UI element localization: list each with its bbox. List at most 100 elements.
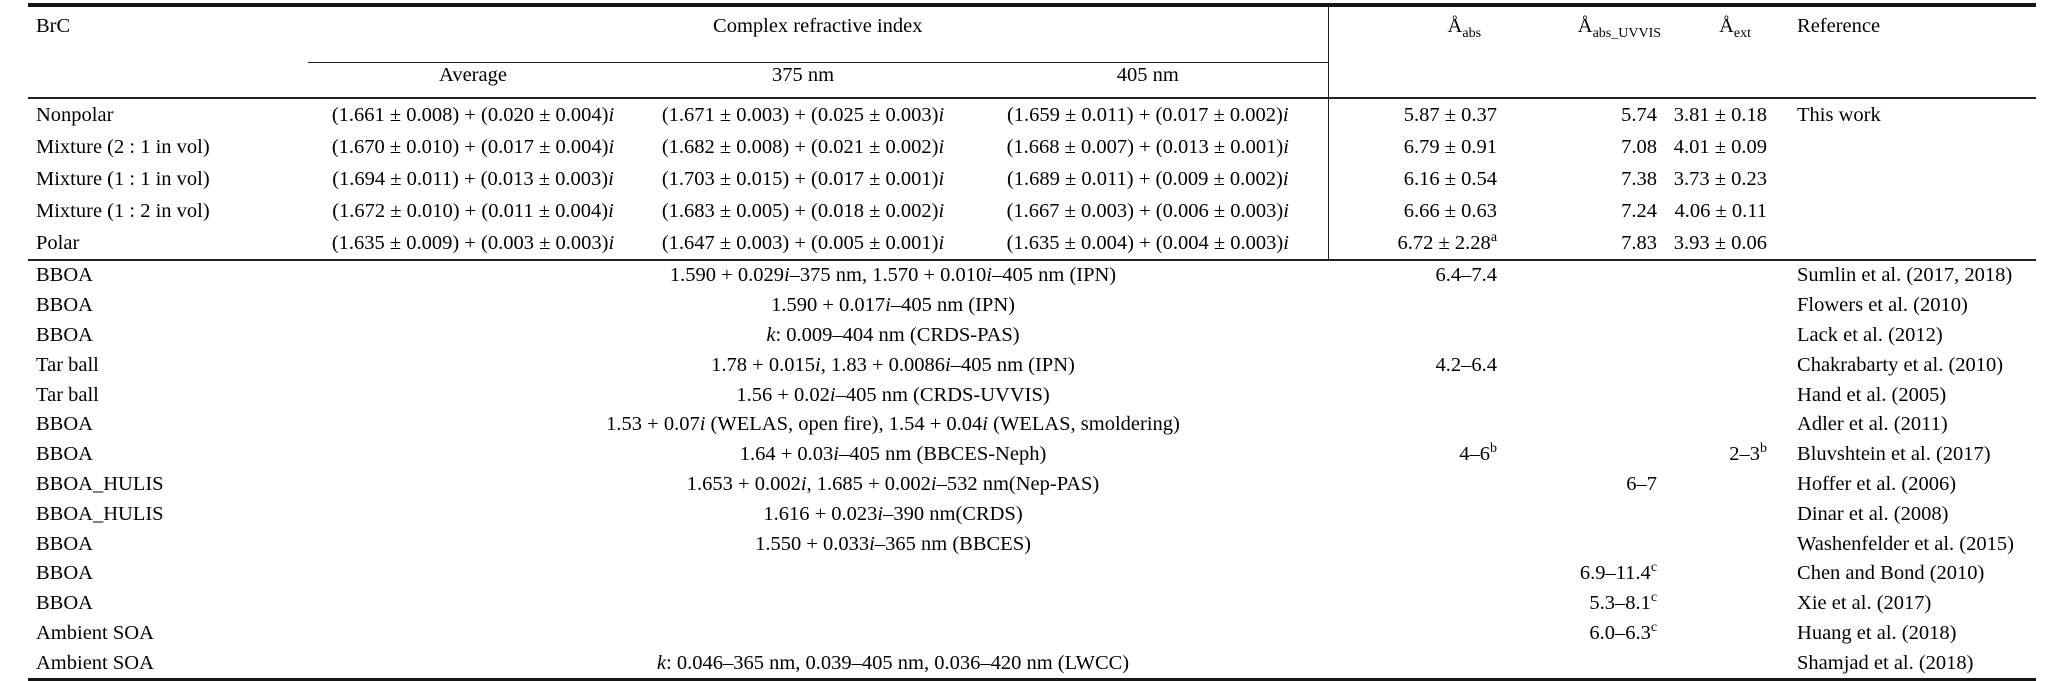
angstrom-ext-cell: 4.06 ± 0.11 bbox=[1674, 199, 1768, 222]
table-row: Nonpolar (1.661 ± 0.008) + (0.020 ± 0.004… bbox=[28, 98, 2036, 131]
angstrom-ext-subscript: ext bbox=[1733, 26, 1752, 42]
reference-cell: Shamjad et al. (2018) bbox=[1797, 651, 1974, 674]
cri-405nm-cell: (1.659 ± 0.011) + (0.017 ± 0.002)i bbox=[968, 98, 1329, 131]
cri-combined-cell: 1.590 + 0.017i–405 nm (IPN) bbox=[771, 294, 1015, 317]
col-header-angstrom-abs: Åabs bbox=[1328, 5, 1503, 63]
angstrom-abs-cell: 6.66 ± 0.63 bbox=[1403, 199, 1498, 222]
table-row: Mixture (2 : 1 in vol) (1.670 ± 0.010) + … bbox=[28, 131, 2036, 163]
angstrom-abs-cell bbox=[1328, 619, 1503, 649]
angstrom-abs-uvvis-cell bbox=[1503, 499, 1663, 529]
brc-type-cell: Ambient SOA bbox=[36, 651, 154, 674]
cri-combined-cell: 1.653 + 0.002i, 1.685 + 0.002i–532 nm(Ne… bbox=[686, 472, 1100, 495]
angstrom-ext-symbol: Å bbox=[1719, 15, 1734, 37]
brc-optical-properties-table: BrC Complex refractive index Åabs Åabs_U… bbox=[28, 3, 2037, 681]
header-row-2: Average 375 nm 405 nm bbox=[28, 62, 2037, 99]
cri-405nm-cell: (1.668 ± 0.007) + (0.013 ± 0.001)i bbox=[968, 131, 1329, 163]
brc-type-cell: BBOA bbox=[36, 532, 93, 555]
cri-375nm-cell: (1.671 ± 0.003) + (0.025 ± 0.003)i bbox=[661, 103, 945, 126]
angstrom-abs-cell bbox=[1328, 559, 1503, 589]
table-row: BBOA_HULIS 1.653 + 0.002i, 1.685 + 0.002i… bbox=[28, 470, 2036, 500]
reference-cell: Chen and Bond (2010) bbox=[1797, 562, 1985, 585]
angstrom-abs-cell: 4.2–6.4 bbox=[1435, 353, 1498, 376]
reference-cell: Huang et al. (2018) bbox=[1797, 621, 1957, 644]
angstrom-abs-cell: 6.16 ± 0.54 bbox=[1403, 167, 1498, 190]
angstrom-ext-cell bbox=[1663, 350, 1773, 380]
angstrom-abs-uvvis-cell: 6.0–6.3c bbox=[1589, 620, 1658, 644]
table-row: Mixture (1 : 1 in vol) (1.694 ± 0.011) + … bbox=[28, 163, 2036, 195]
angstrom-ext-cell: 2–3b bbox=[1729, 441, 1768, 466]
reference-cell bbox=[1773, 227, 2037, 261]
cri-combined-cell: 1.550 + 0.033i–365 nm (BBCES) bbox=[755, 532, 1031, 555]
cri-combined-cell: k: 0.046–365 nm, 0.039–405 nm, 0.036–420… bbox=[656, 651, 1130, 674]
reference-cell: Xie et al. (2017) bbox=[1797, 592, 1932, 615]
angstrom-abs-uvvis-symbol: Å bbox=[1577, 15, 1593, 37]
angstrom-abs-uvvis-cell bbox=[1503, 410, 1663, 440]
angstrom-ext-cell: 3.73 ± 0.23 bbox=[1673, 167, 1768, 190]
angstrom-abs-uvvis-cell bbox=[1503, 440, 1663, 470]
angstrom-abs-cell bbox=[1328, 529, 1503, 559]
cri-375nm-cell: (1.683 ± 0.005) + (0.018 ± 0.002)i bbox=[661, 199, 945, 222]
cri-405nm-cell: (1.635 ± 0.004) + (0.004 ± 0.003)i bbox=[968, 227, 1329, 261]
angstrom-abs-cell bbox=[1328, 410, 1503, 440]
cri-combined-cell: 1.56 + 0.02i–405 nm (CRDS-UVVIS) bbox=[736, 383, 1050, 406]
angstrom-abs-uvvis-cell bbox=[1503, 291, 1663, 321]
empty-header-cell bbox=[28, 62, 308, 99]
angstrom-abs-subscript: abs bbox=[1462, 26, 1482, 42]
reference-cell bbox=[1773, 195, 2036, 227]
cri-combined-cell: 1.616 + 0.023i–390 nm(CRDS) bbox=[763, 502, 1023, 525]
angstrom-ext-cell bbox=[1663, 380, 1773, 410]
brc-type-cell: Polar bbox=[28, 227, 308, 261]
angstrom-ext-cell bbox=[1663, 410, 1773, 440]
brc-type-cell: BBOA bbox=[36, 294, 93, 317]
angstrom-abs-cell bbox=[1328, 291, 1503, 321]
cri-375nm-cell: (1.682 ± 0.008) + (0.021 ± 0.002)i bbox=[661, 135, 945, 158]
reference-cell: Dinar et al. (2008) bbox=[1797, 502, 1949, 525]
angstrom-abs-uvvis-cell: 7.24 bbox=[1621, 199, 1658, 222]
brc-type-cell: BBOA_HULIS bbox=[36, 502, 164, 525]
angstrom-abs-uvvis-cell: 6–7 bbox=[1626, 472, 1658, 495]
cri-average-cell: (1.694 ± 0.011) + (0.013 ± 0.003)i bbox=[332, 167, 614, 190]
empty-header-cell bbox=[1328, 62, 2037, 99]
angstrom-ext-cell bbox=[1663, 559, 1773, 589]
reference-cell: Sumlin et al. (2017, 2018) bbox=[1797, 264, 2013, 287]
brc-type-cell: Mixture (2 : 1 in vol) bbox=[36, 135, 210, 158]
cri-375nm-cell: (1.703 ± 0.015) + (0.017 ± 0.001)i bbox=[661, 167, 945, 190]
table-row: Mixture (1 : 2 in vol) (1.672 ± 0.010) + … bbox=[28, 195, 2036, 227]
table-row: Tar ball 1.78 + 0.015i, 1.83 + 0.0086i–40… bbox=[28, 350, 2036, 380]
brc-type-cell: Nonpolar bbox=[36, 103, 114, 126]
angstrom-ext-cell bbox=[1663, 648, 1773, 679]
col-header-complex-refractive-index: Complex refractive index bbox=[308, 5, 1329, 63]
cri-average-cell: (1.635 ± 0.009) + (0.003 ± 0.003)i bbox=[308, 227, 638, 261]
angstrom-ext-cell bbox=[1663, 291, 1773, 321]
reference-cell: Adler et al. (2011) bbox=[1797, 413, 1948, 436]
table-row: BBOA 1.590 + 0.029i–375 nm, 1.570 + 0.010… bbox=[28, 260, 2036, 291]
angstrom-ext-cell bbox=[1663, 529, 1773, 559]
table-row: BBOA 1.53 + 0.07i (WELAS, open fire), 1.5… bbox=[28, 410, 2036, 440]
brc-type-cell: BBOA bbox=[36, 562, 93, 585]
cri-average-cell: (1.672 ± 0.010) + (0.011 ± 0.004)i bbox=[332, 199, 614, 222]
angstrom-ext-cell bbox=[1663, 589, 1773, 619]
cri-375nm-cell: (1.647 ± 0.003) + (0.005 ± 0.001)i bbox=[638, 227, 968, 261]
angstrom-abs-cell bbox=[1328, 470, 1503, 500]
brc-type-cell: Tar ball bbox=[36, 383, 99, 406]
cri-combined-cell bbox=[308, 559, 1328, 589]
angstrom-ext-cell bbox=[1663, 619, 1773, 649]
brc-type-cell: BBOA bbox=[36, 264, 93, 287]
angstrom-abs-cell bbox=[1328, 589, 1503, 619]
angstrom-abs-cell bbox=[1328, 380, 1503, 410]
table-row: BBOA 5.3–8.1c Xie et al. (2017) bbox=[28, 589, 2036, 619]
angstrom-abs-uvvis-cell bbox=[1503, 321, 1663, 351]
brc-type-cell: Ambient SOA bbox=[36, 621, 154, 644]
cri-combined-cell bbox=[308, 589, 1328, 619]
reference-cell bbox=[1773, 163, 2036, 195]
cri-combined-cell: 1.78 + 0.015i, 1.83 + 0.0086i–405 nm (IP… bbox=[711, 353, 1075, 376]
angstrom-abs-uvvis-cell bbox=[1503, 380, 1663, 410]
table-row: BBOA 1.590 + 0.017i–405 nm (IPN) Flowers e… bbox=[28, 291, 2036, 321]
angstrom-ext-cell: 3.81 ± 0.18 bbox=[1673, 103, 1768, 126]
col-header-brc: BrC bbox=[36, 15, 71, 37]
col-subheader-375nm: 375 nm bbox=[638, 62, 968, 99]
angstrom-abs-uvvis-cell: 6.9–11.4c bbox=[1579, 560, 1658, 585]
table-row: BBOA k: 0.009–404 nm (CRDS-PAS) Lack et al… bbox=[28, 321, 2036, 351]
angstrom-abs-symbol: Å bbox=[1447, 15, 1463, 37]
